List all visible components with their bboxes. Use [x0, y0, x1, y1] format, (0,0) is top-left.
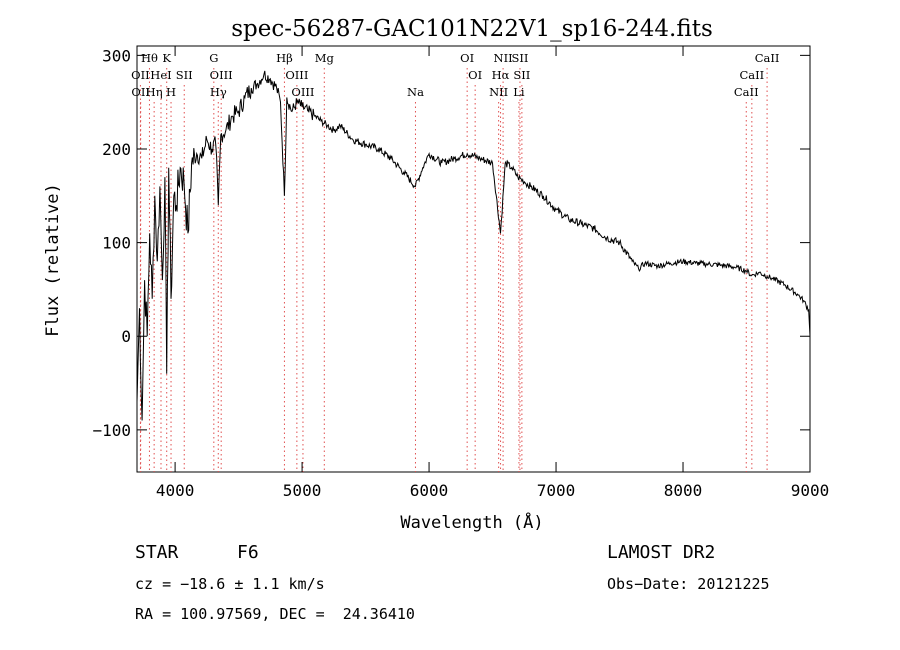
x-tick-label: 4000 [156, 481, 195, 500]
y-tick-label: 300 [102, 46, 131, 65]
line-marker-label: OIII [210, 68, 233, 82]
line-marker-label: H [166, 85, 176, 99]
line-marker-label: Li [513, 85, 525, 99]
line-marker-label: Hα [492, 68, 510, 82]
line-marker-label: Na [407, 85, 424, 99]
y-tick-label: 0 [121, 327, 131, 346]
line-marker-label: CaII [755, 51, 780, 65]
line-marker-label: Hγ [210, 85, 227, 99]
line-marker-label: OIII [285, 68, 308, 82]
x-tick-label: 9000 [791, 481, 830, 500]
line-marker-label: SII [176, 68, 193, 82]
line-marker-label: OI [468, 68, 482, 82]
cz-value: cz = −18.6 ± 1.1 km/s [135, 575, 325, 593]
x-axis-label: Wavelength (Å) [400, 511, 543, 533]
y-axis-label: Flux (relative) [43, 183, 63, 337]
survey-label: LAMOST DR2 [607, 542, 716, 563]
class-label: STAR [135, 542, 179, 563]
axes: 4000 5000 6000 7000 8000 9000 −100 0 100 200 300 [92, 46, 829, 500]
x-tick-label: 8000 [664, 481, 703, 500]
line-marker-label: Mg [315, 51, 335, 65]
y-tick-label: 200 [102, 140, 131, 159]
x-tick-label: 5000 [283, 481, 322, 500]
line-marker-label: Hθ [141, 51, 158, 65]
obs-date: Obs−Date: 20121225 [607, 575, 770, 593]
line-marker-label: SII [511, 51, 528, 65]
line-marker-label: OII [131, 85, 150, 99]
y-tick-label: −100 [92, 421, 131, 440]
line-marker-label: OIII [291, 85, 314, 99]
line-marker-label: Hβ [276, 51, 293, 65]
chart-title: spec-56287-GAC101N22V1_sp16-244.fits [231, 16, 713, 42]
line-marker-label: NII [489, 85, 508, 99]
line-marker-label: CaII [734, 85, 759, 99]
x-tick-label: 6000 [410, 481, 449, 500]
y-tick-label: 100 [102, 234, 131, 253]
line-marker-label: K [162, 51, 171, 65]
x-tick-label: 7000 [537, 481, 576, 500]
subclass-label: F6 [237, 542, 259, 563]
spectrum-line [136, 70, 811, 421]
line-marker-label: OII [131, 68, 150, 82]
line-marker-label: HeI [150, 68, 171, 82]
line-marker-label: NII [494, 51, 513, 65]
line-marker-label: SII [513, 68, 530, 82]
coordinates: RA = 100.97569, DEC = 24.36410 [135, 605, 415, 623]
line-marker-label: G [209, 51, 218, 65]
line-marker-label: CaII [739, 68, 764, 82]
line-marker-label: OI [460, 51, 474, 65]
plot-frame [136, 45, 811, 473]
line-marker-label: Hη [146, 85, 163, 99]
